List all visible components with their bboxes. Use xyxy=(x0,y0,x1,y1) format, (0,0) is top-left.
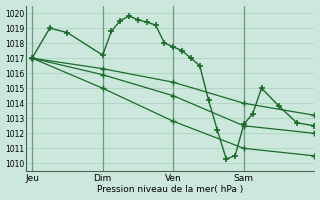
X-axis label: Pression niveau de la mer( hPa ): Pression niveau de la mer( hPa ) xyxy=(97,185,244,194)
